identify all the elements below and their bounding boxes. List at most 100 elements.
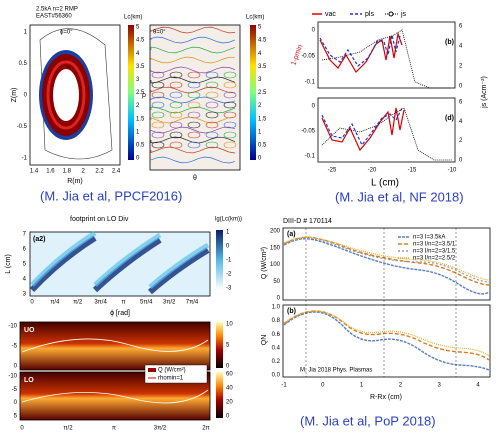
y-tick-label: 0 — [312, 104, 316, 110]
y-tick-label: 0 — [459, 158, 463, 164]
legend-entry: Q (W/cm²) — [158, 368, 186, 374]
y-tick-label: -5 — [12, 387, 18, 393]
curve — [319, 31, 403, 73]
x-tick-label: 2.4 — [112, 169, 121, 175]
x-tick-label: -15 — [408, 168, 417, 174]
x-label: L (cm) — [371, 178, 399, 189]
x-tick-label: -25 — [328, 168, 337, 174]
curve — [283, 236, 490, 286]
island — [187, 101, 201, 109]
island — [151, 111, 165, 119]
legend-swatch — [388, 11, 394, 17]
curve — [283, 311, 490, 371]
y-label: Z(m) — [11, 88, 18, 103]
note: M. Jia 2018 Phys. Plasmas — [300, 368, 372, 374]
y-tick-label: 4 — [459, 44, 463, 50]
curve — [319, 34, 401, 67]
colorbar-tick-label: 5 — [226, 343, 230, 349]
colorbar-tick-label: 20 — [226, 400, 233, 406]
x-tick-label: 1.6 — [46, 169, 55, 175]
x-tick-label: π — [121, 300, 125, 306]
y-tick-label: 0.5 — [19, 61, 28, 67]
island — [169, 121, 183, 129]
island — [205, 131, 219, 139]
island — [223, 111, 237, 119]
island — [151, 71, 165, 79]
island — [205, 141, 219, 149]
colorbar-tick-label: 2 — [136, 103, 140, 109]
colorbar-tick-label: -3 — [226, 286, 232, 292]
colorbar-tick-label: 0 — [258, 156, 262, 162]
colorbar-tick-label: 0 — [226, 364, 230, 370]
y-tick-label: 0.6 — [272, 332, 281, 338]
right-label: js (Acm⁻²) — [481, 76, 488, 109]
legend-entry: rhomin=1 — [158, 376, 184, 382]
legend-entry: pls — [365, 11, 374, 18]
panel-tag: (a) — [287, 231, 296, 238]
colorbar-tick-label: 10 — [226, 322, 233, 328]
curve — [283, 236, 490, 281]
island — [151, 121, 165, 129]
x-tick-label: 5π/4 — [140, 300, 153, 306]
island — [205, 81, 219, 89]
colorbar-tick-label: 4.5 — [258, 38, 267, 44]
y-tick-label: 4 — [23, 277, 27, 283]
colorbar-tick-label: 0 — [136, 156, 140, 162]
curve — [321, 107, 405, 152]
colorbar — [128, 25, 134, 160]
colorbar-tick-label: 1.5 — [136, 116, 145, 122]
field-line — [150, 146, 236, 154]
x-tick-label: π/2 — [73, 300, 83, 306]
panel-tag: LO — [24, 377, 34, 384]
panel-tag: (b) — [287, 308, 296, 315]
axes — [317, 21, 456, 89]
title-line: 2.5kA n=2 RMP — [36, 7, 78, 13]
island — [223, 91, 237, 99]
y-tick-label: -0.05 — [301, 54, 315, 60]
legend-swatch — [148, 368, 156, 372]
y-tick-label: 0.0 — [272, 373, 281, 379]
colorbar-tick-label: 0 — [226, 244, 230, 250]
island — [169, 111, 183, 119]
x-tick-label: 2 — [82, 169, 86, 175]
y-tick-label: 0.4 — [272, 345, 281, 351]
axes — [19, 321, 211, 371]
x-label: R(m) — [67, 178, 83, 185]
x-tick-label: 1 — [360, 383, 364, 389]
core — [53, 69, 79, 121]
x-tick-label: 2.2 — [95, 169, 104, 175]
island — [223, 71, 237, 79]
y-tick-label: -10 — [8, 374, 17, 380]
island — [205, 121, 219, 129]
x-tick-label: -10 — [448, 168, 457, 174]
colorbar-tick-label: 60 — [226, 372, 233, 378]
y-tick-label: 0 — [277, 296, 281, 302]
colorbar-tick-label: 0.5 — [258, 142, 267, 148]
footprint-stripe — [29, 235, 210, 295]
colorbar — [250, 25, 256, 160]
y-tick-label: 150 — [270, 245, 281, 251]
phi-label: ϕ=0° — [60, 30, 73, 36]
legend-entry: n=3 I=3.5kA — [413, 235, 445, 241]
colorbar-tick-label: -1 — [226, 258, 232, 264]
title-line: EAST#56360 — [36, 14, 72, 20]
y-tick-label: 5 — [23, 262, 27, 268]
y-tick-label: 0.2 — [272, 359, 281, 365]
x-tick-label: 3π/2 — [154, 426, 167, 432]
colorbar-tick-label: 4 — [136, 51, 140, 57]
x-tick-label: 2π — [202, 426, 209, 432]
curve — [321, 107, 403, 147]
x-tick-label: 0 — [20, 426, 24, 432]
axes — [282, 227, 491, 301]
y-tick-label: 0 — [14, 400, 18, 406]
x-tick-label: 1.8 — [63, 169, 72, 175]
field-line — [150, 126, 236, 134]
y-tick-label: 4 — [459, 119, 463, 125]
y-tick-label: 6 — [459, 100, 463, 106]
legend-entry: n=3 I/n=2=2.5/2 — [413, 256, 456, 262]
island — [205, 101, 219, 109]
y-tick-label: 6 — [459, 24, 463, 30]
axes — [282, 304, 491, 378]
